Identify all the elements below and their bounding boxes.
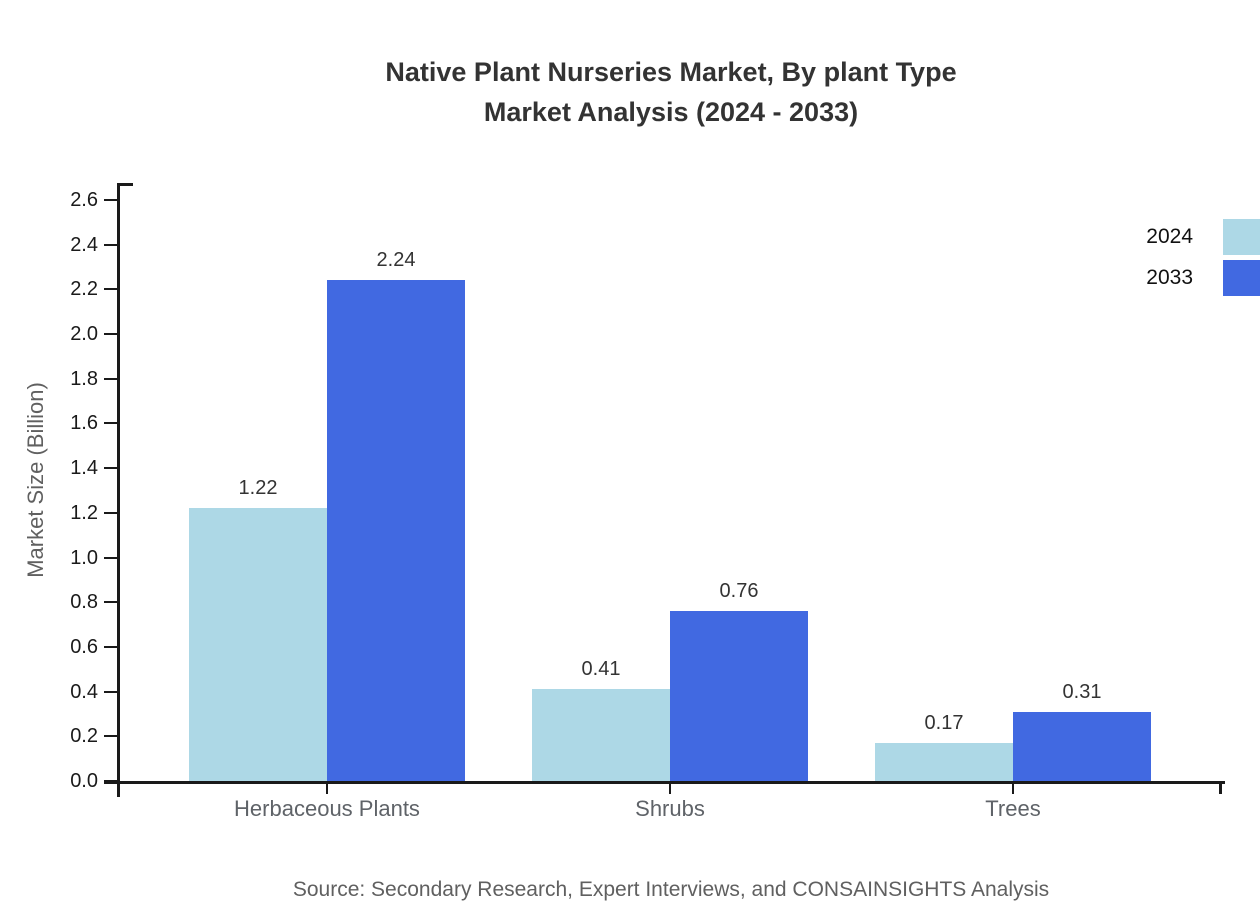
y-tick-1.4	[104, 467, 117, 470]
y-tick-2.2	[104, 288, 117, 291]
y-tick-label-1.6: 1.6	[70, 412, 98, 435]
y-tick-1.2	[104, 511, 117, 514]
category-label-shrubs: Shrubs	[635, 796, 705, 821]
plot-area: 0.0 0.2 0.4 0.6 0.8 1.0 1.2 1.4 1.6 1.8 2.0 2.2 2.4 2…	[70, 183, 1225, 821]
legend-label-2024: 2024	[1146, 225, 1193, 248]
legend-item-2024: 2024	[1146, 219, 1260, 255]
bar-2024-trees	[875, 743, 1013, 781]
y-tick-0.6	[104, 645, 117, 648]
y-tick-2.6	[104, 199, 117, 201]
x-tick-trees	[1012, 781, 1014, 794]
y-tick-label-2.6: 2.6	[70, 189, 98, 211]
y-tick-label-2.2: 2.2	[70, 278, 98, 301]
bar-2024-herbaceous-plants	[189, 508, 327, 781]
value-label-2024-trees: 0.17	[924, 712, 964, 735]
y-tick-label-0.4: 0.4	[70, 680, 98, 703]
x-tick-shrubs	[669, 781, 671, 794]
y-tick-label-0.8: 0.8	[70, 591, 98, 614]
x-axis-end-cap	[1219, 781, 1222, 794]
value-label-2033-herbaceous-plants: 2.24	[376, 249, 416, 272]
y-tick-1.8	[104, 377, 117, 380]
y-tick-0.4	[104, 690, 117, 693]
y-tick-0.8	[104, 601, 117, 604]
source-attribution: Source: Secondary Research, Expert Inter…	[292, 878, 1050, 901]
bar-2033-herbaceous-plants	[327, 280, 465, 781]
y-tick-2.4	[104, 243, 117, 246]
y-tick-label-1.0: 1.0	[70, 546, 98, 569]
y-tick-1.6	[104, 422, 117, 425]
legend-label-2033: 2033	[1146, 266, 1193, 289]
bar-2033-trees	[1013, 711, 1151, 781]
y-tick-label-1.4: 1.4	[70, 457, 98, 480]
y-axis-end-cap	[120, 183, 133, 186]
y-tick-0.2	[104, 735, 117, 738]
y-tick-2.0	[104, 333, 117, 336]
value-label-2024-shrubs: 0.41	[581, 658, 621, 681]
y-tick-0.0	[104, 780, 117, 782]
y-tick-label-0.0: 0.0	[70, 770, 98, 792]
y-tick-label-1.8: 1.8	[70, 367, 98, 390]
y-tick-label-1.2: 1.2	[70, 501, 98, 524]
category-label-trees: Trees	[985, 796, 1041, 821]
legend: 2024 2033	[1146, 219, 1260, 301]
legend-swatch-2033	[1223, 260, 1260, 296]
value-label-2033-trees: 0.31	[1062, 680, 1102, 703]
bar-2024-shrubs	[532, 689, 670, 781]
chart-title: Native Plant Nurseries Market, By plant …	[120, 52, 1222, 132]
y-tick-label-0.6: 0.6	[70, 635, 98, 658]
y-axis-line	[117, 183, 120, 797]
y-tick-label-2.0: 2.0	[70, 323, 98, 346]
bar-2033-shrubs	[670, 611, 808, 781]
value-label-2024-herbaceous-plants: 1.22	[238, 477, 278, 500]
category-label-herbaceous-plants: Herbaceous Plants	[234, 796, 420, 821]
value-label-2033-shrubs: 0.76	[719, 580, 759, 603]
legend-item-2033: 2033	[1146, 260, 1260, 296]
y-tick-label-2.4: 2.4	[70, 233, 98, 256]
legend-swatch-2024	[1223, 219, 1260, 255]
x-tick-herbaceous-plants	[326, 781, 328, 794]
y-tick-1.0	[104, 556, 117, 559]
chart-title-line1: Native Plant Nurseries Market, By plant …	[385, 57, 957, 87]
x-axis-line	[104, 781, 1225, 784]
chart-title-line2: Market Analysis (2024 - 2033)	[483, 97, 859, 127]
y-tick-label-0.2: 0.2	[70, 725, 98, 748]
